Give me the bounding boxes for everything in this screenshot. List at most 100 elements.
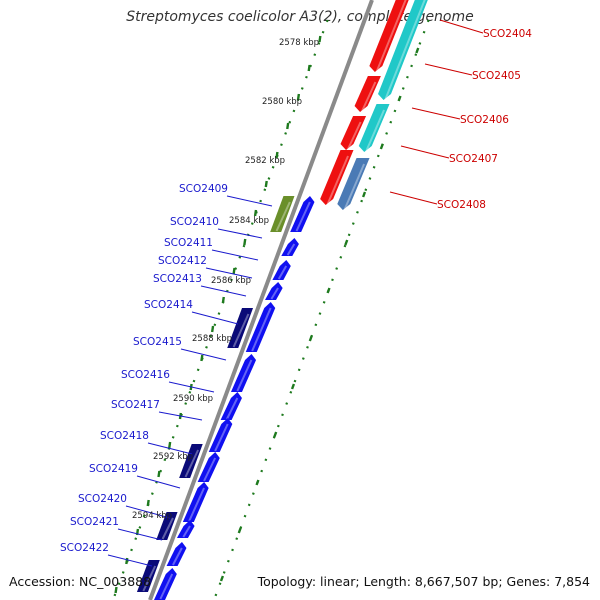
gene-label-sco2407[interactable]: SCO2407 (449, 153, 498, 165)
leader-line-sco2422 (107, 554, 153, 567)
gene-label-sco2417[interactable]: SCO2417 (111, 399, 160, 411)
gene-sco2407-highlight (365, 109, 385, 152)
gene-sco2417-highlight (226, 397, 239, 420)
gene-sco2408[interactable] (337, 158, 370, 210)
gene-label-sco2422[interactable]: SCO2422 (60, 542, 109, 554)
gene-sco2418b-highlight (184, 449, 200, 478)
scale-tick-mark (344, 239, 349, 246)
scale-tick-label: 2594 kbp (132, 511, 172, 521)
gene-sco2414-highlight (232, 313, 250, 348)
scale-tick-mark (157, 470, 161, 478)
gene-sco2416[interactable] (230, 354, 257, 392)
gene-label-sco2418[interactable]: SCO2418 (100, 430, 149, 442)
leader-line-sco2404 (439, 19, 484, 34)
gene-sco2418b[interactable] (179, 444, 203, 478)
leader-line-sco2415 (180, 348, 227, 361)
gene-sco2421[interactable] (156, 512, 178, 540)
gene-label-sco2419[interactable]: SCO2419 (89, 463, 138, 475)
gene-sco2423[interactable] (154, 568, 177, 600)
gene-sco2408-highlight (343, 163, 365, 210)
map-title: Streptomyces coelicolor A3(2), complete … (126, 9, 474, 25)
scale-tick-mark (221, 296, 225, 304)
gene-sco2421b[interactable] (176, 520, 195, 538)
gene-sco2419[interactable] (197, 452, 220, 482)
gene-sco2409[interactable] (270, 196, 295, 232)
gene-sco2413-highlight (270, 287, 279, 300)
scale-tick-mark (237, 527, 242, 534)
gene-sco2420[interactable] (182, 482, 209, 522)
gene-label-sco2420[interactable]: SCO2420 (78, 493, 127, 505)
scale-tick-mark (255, 479, 260, 486)
gene-sco2414[interactable] (227, 308, 254, 348)
leader-line-sco2413 (200, 285, 247, 297)
gene-sco2417[interactable] (220, 392, 242, 420)
gene-sco2416-highlight (236, 359, 253, 392)
leader-line-sco2410 (217, 228, 263, 239)
scale-tick-mark (286, 122, 290, 130)
gene-label-sco2409[interactable]: SCO2409 (179, 183, 228, 195)
scale-tick-mark (200, 354, 204, 362)
leader-line-sco2416 (168, 381, 215, 393)
gene-label-sco2416[interactable]: SCO2416 (121, 369, 170, 381)
gene-sco2415[interactable] (245, 302, 276, 352)
gene-sco2410[interactable] (290, 196, 315, 232)
scale-tick-mark (318, 35, 322, 43)
gene-label-sco2408[interactable]: SCO2408 (437, 199, 486, 211)
gene-sco2407[interactable] (358, 104, 390, 152)
scale-tick-mark (253, 209, 258, 217)
gene-label-sco2405[interactable]: SCO2405 (472, 70, 521, 82)
leader-line-sco2412 (205, 267, 253, 279)
gene-label-sco2410[interactable]: SCO2410 (170, 216, 219, 228)
gene-sco2422b[interactable] (136, 560, 160, 592)
scale-tick-mark (397, 95, 402, 102)
leader-line-sco2418 (147, 442, 193, 455)
gene-label-sco2414[interactable]: SCO2414 (144, 299, 193, 311)
gene-label-sco2415[interactable]: SCO2415 (133, 336, 182, 348)
scale-tick-mark (243, 238, 247, 246)
gene-sco2422-highlight (172, 547, 183, 566)
gene-label-sco2406[interactable]: SCO2406 (460, 114, 509, 126)
gene-sco2406[interactable] (340, 116, 367, 150)
leader-line-sco2406 (411, 107, 461, 120)
leader-line-sco2414 (191, 311, 239, 325)
gene-label-sco2421[interactable]: SCO2421 (70, 516, 119, 528)
gene-label-sco2412[interactable]: SCO2412 (158, 255, 207, 267)
gene-label-sco2413[interactable]: SCO2413 (153, 273, 202, 285)
accession-text: Accession: NC_003888 (9, 574, 152, 589)
gene-sco2411-highlight (286, 243, 296, 256)
gene-sco2406b[interactable] (320, 150, 354, 205)
scale-tick-label: 2578 kbp (279, 38, 319, 48)
scale-tick-mark (379, 143, 384, 150)
scale-tick-mark (210, 325, 215, 333)
leader-line-sco2420 (125, 505, 171, 519)
scale-tick-label: 2586 kbp (211, 276, 251, 286)
gene-sco2423-highlight (159, 573, 174, 600)
scale-tick-mark (326, 287, 331, 294)
gene-sco2406b-highlight (326, 155, 349, 205)
gene-sco2405[interactable] (354, 76, 381, 112)
gene-sco2407-cyan[interactable] (378, 0, 432, 100)
gene-sco2418[interactable] (208, 418, 233, 452)
scale-tick-label: 2588 kbp (192, 334, 232, 344)
scale-tick-mark (275, 151, 279, 159)
gene-sco2412[interactable] (272, 260, 291, 280)
gene-sco2413[interactable] (265, 282, 283, 300)
scale-tick-mark (273, 431, 278, 438)
gene-features (136, 0, 432, 600)
gene-sco2419-highlight (203, 457, 217, 482)
gene-label-sco2404[interactable]: SCO2404 (483, 28, 532, 40)
gene-sco2404[interactable] (369, 0, 412, 72)
gene-sco2405-highlight (361, 81, 377, 112)
scale-tick-label: 2582 kbp (245, 156, 285, 166)
scale-tick-label: 2584 kbp (229, 216, 269, 226)
gene-sco2411[interactable] (281, 238, 299, 256)
gene-sco2422[interactable] (166, 542, 187, 566)
leader-line-sco2408 (389, 191, 438, 205)
scale-tick-mark (125, 557, 129, 565)
gene-label-sco2411[interactable]: SCO2411 (164, 237, 213, 249)
scale-tick-mark (296, 93, 301, 101)
gene-sco2422b-highlight (142, 565, 157, 592)
sequence-backbone (148, 0, 374, 600)
